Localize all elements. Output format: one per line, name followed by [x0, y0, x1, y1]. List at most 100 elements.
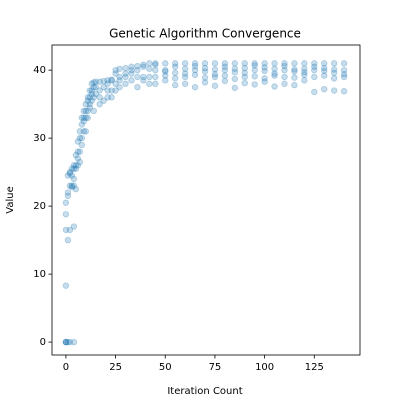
point [80, 128, 87, 135]
point [251, 66, 258, 74]
x-tick-label: 25 [109, 362, 122, 373]
point [134, 83, 141, 91]
point [146, 73, 153, 81]
x-tick-label: 125 [305, 362, 324, 373]
point [152, 80, 159, 87]
point [340, 88, 348, 95]
point [311, 63, 318, 70]
point [90, 79, 97, 86]
point [108, 76, 115, 83]
point [140, 77, 147, 84]
point [62, 211, 70, 218]
point [330, 66, 338, 73]
point [201, 60, 209, 67]
point [66, 182, 74, 189]
point [88, 97, 95, 104]
point [62, 338, 70, 346]
point [70, 338, 78, 346]
point [104, 87, 111, 94]
point [181, 80, 189, 87]
point [271, 65, 278, 72]
point [62, 338, 70, 346]
y-tick-label: 20 [33, 201, 46, 212]
point [231, 60, 239, 67]
point [78, 141, 86, 149]
point [291, 68, 298, 75]
point [74, 155, 82, 162]
point [84, 94, 91, 101]
point [146, 65, 153, 72]
point [171, 75, 179, 82]
y-tick-label: 10 [33, 269, 46, 280]
point [90, 83, 97, 91]
point [122, 64, 129, 72]
point [96, 94, 103, 101]
plot-frame [51, 44, 361, 356]
point [330, 69, 338, 77]
x-tick-label: 0 [63, 362, 69, 373]
y-tick-label: 30 [33, 133, 46, 144]
point [251, 73, 258, 80]
point [128, 77, 135, 84]
y-tick-label: 0 [40, 337, 46, 348]
point [330, 87, 338, 94]
point [82, 128, 89, 135]
point [251, 62, 258, 69]
point [330, 75, 338, 82]
point [64, 172, 72, 179]
point [116, 77, 123, 84]
point [291, 66, 298, 73]
point [74, 138, 82, 145]
point [96, 100, 103, 108]
point [140, 63, 147, 70]
point [88, 80, 95, 87]
y-axis-label: Value [5, 186, 16, 213]
point [112, 87, 119, 94]
point [92, 78, 99, 85]
point [321, 85, 328, 93]
point [68, 165, 76, 172]
point [90, 94, 97, 101]
point [162, 77, 169, 84]
point [251, 81, 258, 88]
point [72, 185, 80, 193]
point [86, 100, 93, 108]
point [152, 66, 159, 74]
point [221, 72, 229, 79]
point [251, 60, 258, 67]
point [231, 68, 239, 76]
point [68, 183, 76, 191]
point [231, 84, 239, 92]
point [152, 61, 159, 68]
point [171, 60, 179, 67]
point [281, 73, 288, 81]
point [152, 73, 159, 81]
point [181, 65, 189, 72]
point [261, 67, 268, 75]
point [221, 77, 229, 85]
point [62, 199, 70, 206]
point [96, 87, 103, 94]
point [271, 60, 278, 67]
point [108, 87, 115, 94]
point [191, 83, 199, 91]
point [78, 121, 86, 128]
point [64, 189, 72, 196]
point [108, 77, 115, 84]
point [241, 64, 248, 72]
point [152, 60, 159, 67]
chart-title: Genetic Algorithm Convergence [109, 27, 301, 41]
point [72, 162, 80, 169]
point [162, 72, 169, 79]
point [76, 134, 84, 142]
point [66, 226, 74, 234]
point [241, 60, 248, 67]
point [64, 338, 72, 346]
point [291, 81, 298, 89]
point [70, 162, 78, 169]
point [162, 60, 169, 67]
point [134, 73, 141, 81]
point [311, 60, 318, 67]
point [128, 70, 135, 77]
point [86, 104, 93, 111]
